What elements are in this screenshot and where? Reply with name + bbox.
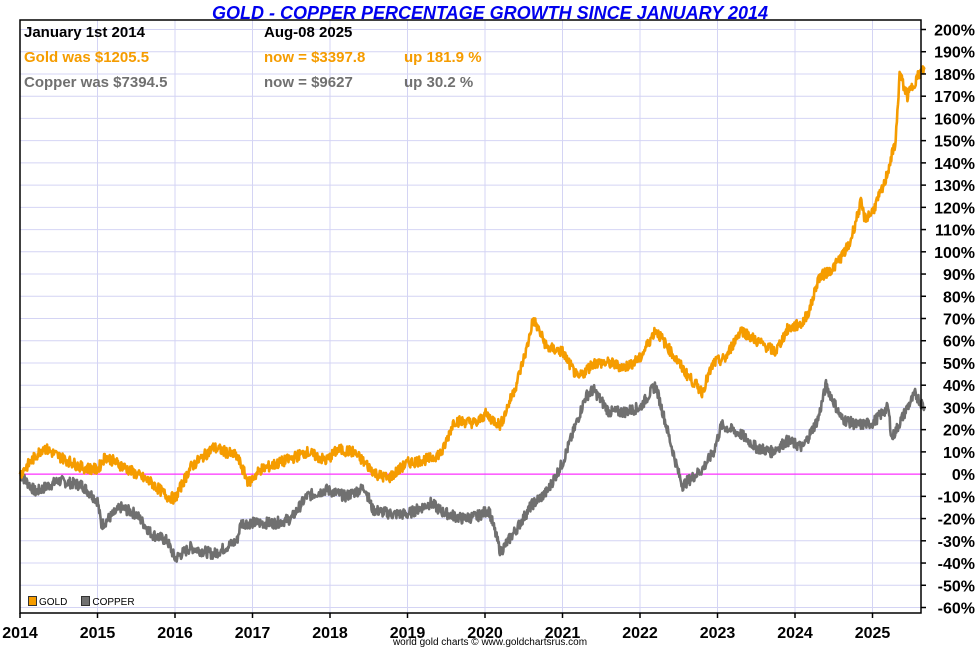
y-tick-label: -20%	[938, 512, 975, 529]
x-tick-label: 2022	[622, 625, 658, 642]
copper-now-price: now = $9627	[264, 74, 353, 91]
x-tick-label: 2015	[80, 625, 116, 642]
legend-item-gold: GOLD	[28, 596, 67, 608]
copper-change: up 30.2 %	[404, 74, 474, 91]
y-tick-label: 50%	[943, 356, 975, 373]
x-tick-label: 2018	[312, 625, 348, 642]
y-tick-label: 150%	[934, 134, 975, 151]
y-tick-label: 180%	[934, 67, 975, 84]
legend-label: GOLD	[39, 597, 68, 608]
copper-start-price: Copper was $7394.5	[24, 74, 168, 91]
y-tick-label: 190%	[934, 45, 975, 62]
start-date-label: January 1st 2014	[24, 24, 145, 41]
copper-series-line	[18, 378, 926, 563]
copper-swatch	[81, 596, 91, 606]
y-tick-label: -10%	[938, 489, 975, 506]
y-tick-label: 90%	[943, 267, 975, 284]
x-tick-label: 2023	[700, 625, 736, 642]
x-tick-label: 2016	[157, 625, 193, 642]
y-axis: 200% 190% 180% 170% 160% 150% 140% 130% 120% 110%…	[921, 23, 975, 618]
y-tick-label: 140%	[934, 156, 975, 173]
y-tick-label: 130%	[934, 178, 975, 195]
y-tick-label: 110%	[935, 223, 975, 240]
x-tick-label: 2020	[467, 625, 503, 642]
y-tick-label: 10%	[943, 445, 975, 462]
source-credit: world gold charts © www.goldchartsrus.co…	[392, 637, 588, 648]
gridlines	[19, 20, 921, 613]
x-tick-label: 2014	[2, 625, 38, 642]
y-tick-label: 70%	[943, 312, 975, 329]
y-tick-label: -50%	[938, 578, 975, 595]
end-date-label: Aug-08 2025	[264, 24, 353, 41]
x-tick-label: 2017	[235, 625, 271, 642]
y-tick-label: 170%	[934, 89, 975, 106]
y-tick-label: 160%	[934, 111, 975, 128]
plot-frame	[19, 19, 922, 614]
gold-now-price: now = $3397.8	[264, 49, 366, 66]
gold-swatch	[28, 596, 37, 606]
y-tick-label: 0%	[952, 467, 975, 484]
chart-title: GOLD - COPPER PERCENTAGE GROWTH SINCE JA…	[211, 3, 769, 23]
legend-item-copper: COPPER	[81, 596, 135, 608]
x-tick-label: 2024	[777, 625, 813, 642]
y-tick-label: 200%	[934, 23, 975, 40]
y-tick-label: -60%	[938, 601, 975, 618]
legend: GOLD COPPER	[28, 596, 135, 608]
x-axis: 2014 2015 2016 2017 2018 2019 2020 2021 2022 2023…	[2, 613, 890, 642]
x-tick-label: 2019	[390, 625, 426, 642]
y-tick-label: 60%	[943, 334, 975, 351]
y-tick-label: 30%	[943, 400, 975, 417]
y-tick-label: 100%	[934, 245, 975, 262]
y-tick-label: 20%	[943, 423, 975, 440]
gold-start-price: Gold was $1205.5	[24, 49, 150, 66]
gold-change: up 181.9 %	[404, 49, 482, 66]
gold-series-line	[18, 65, 926, 505]
y-tick-label: 80%	[943, 289, 975, 306]
x-tick-label: 2021	[545, 625, 581, 642]
x-tick-label: 2025	[855, 625, 891, 642]
y-tick-label: -40%	[938, 556, 975, 573]
y-tick-label: 40%	[943, 378, 975, 395]
legend-label: COPPER	[92, 597, 135, 608]
y-tick-label: -30%	[938, 534, 975, 551]
y-tick-label: 120%	[934, 200, 975, 217]
